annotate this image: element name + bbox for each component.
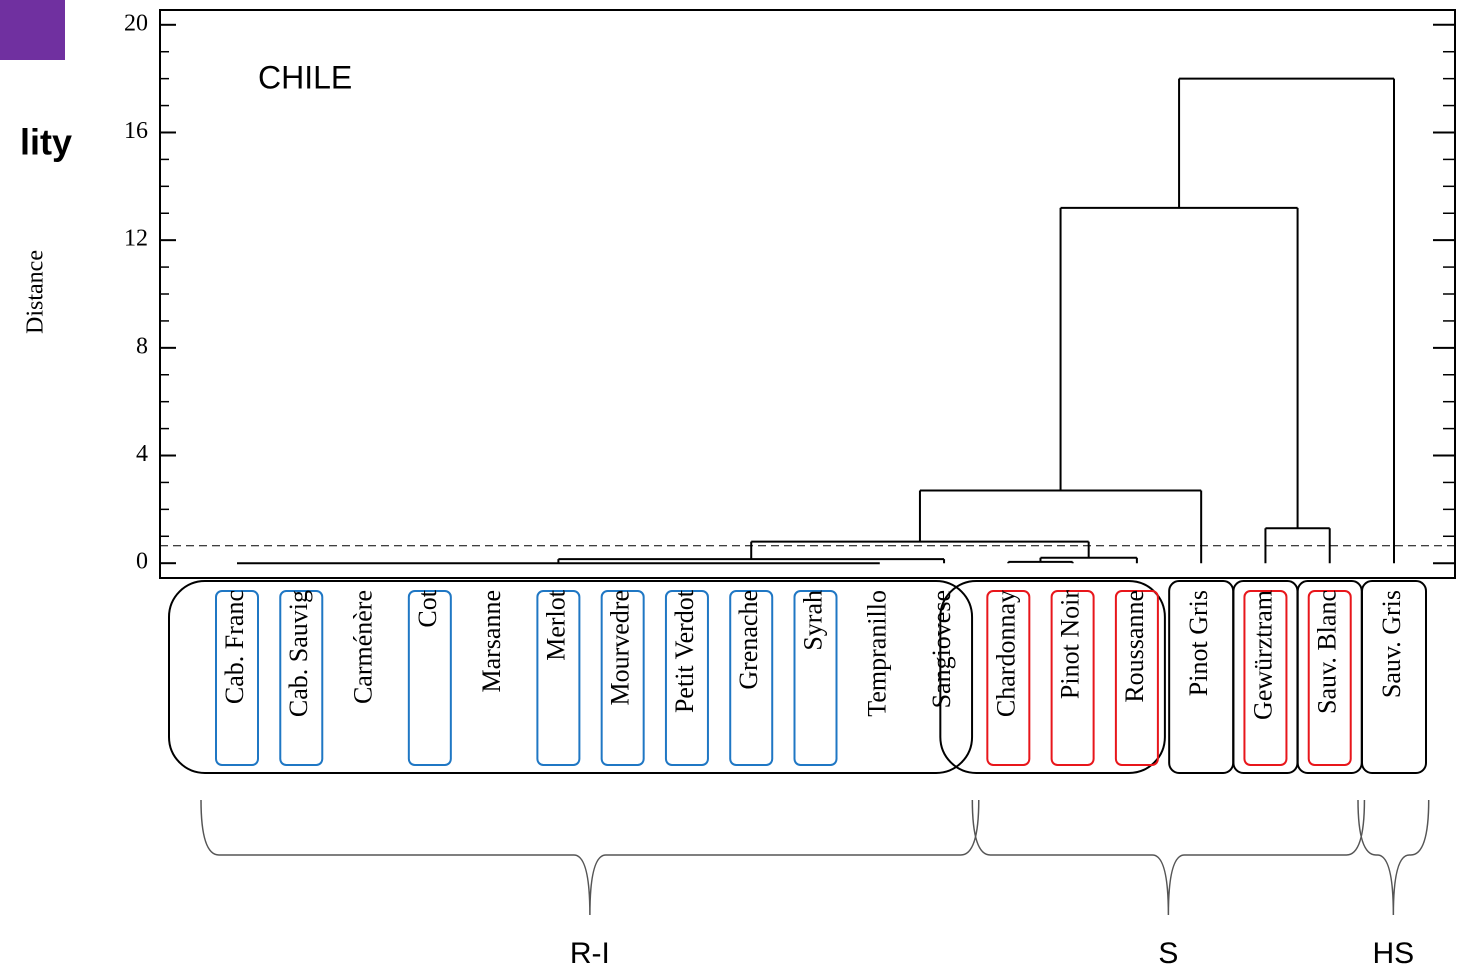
- dendrogram-link: [1059, 206, 1299, 529]
- leaf-label: Chardonnay: [991, 590, 1020, 717]
- y-tick-label: 12: [124, 226, 148, 252]
- dendrogram-link: [750, 540, 1090, 560]
- cluster-brace: [971, 799, 1366, 916]
- leaf-label: Sauv. Blanc: [1313, 590, 1342, 714]
- leaf-highlight: [1114, 590, 1159, 766]
- slide-accent: [0, 0, 65, 60]
- leaf-label: Marsanne: [477, 590, 506, 693]
- leaf-label: Petit Verdot: [670, 589, 699, 713]
- plot-frame: [159, 9, 1456, 579]
- leaf-label: Carménère: [349, 590, 378, 704]
- chart-title: CHILE: [258, 59, 352, 95]
- leaf-group-box: [1361, 580, 1427, 774]
- y-tick-label: 4: [136, 441, 148, 467]
- leaf-label: Gewürztram: [1248, 590, 1277, 720]
- leaf-label: Grenache: [734, 590, 763, 690]
- leaf-label: Pinot Gris: [1184, 590, 1213, 696]
- leaf-highlight: [664, 590, 709, 766]
- cluster-brace: [1357, 799, 1430, 916]
- leaf-highlight: [1050, 590, 1095, 766]
- leaf-highlight: [407, 590, 452, 766]
- leaf-highlight: [986, 590, 1031, 766]
- y-tick-label: 16: [124, 118, 148, 144]
- leaf-highlight: [600, 590, 645, 766]
- leaf-label: Tempranillo: [863, 590, 892, 717]
- y-axis-label: Distance: [23, 250, 49, 334]
- leaf-label: Merlot: [541, 589, 570, 661]
- cluster-label: R-I: [570, 937, 610, 970]
- leaf-label: Cab. Sauvig: [284, 590, 313, 717]
- leaf-group-box: [939, 580, 1166, 774]
- leaf-highlight: [279, 590, 324, 766]
- dendrogram-link: [1007, 560, 1074, 564]
- leaf-group-box: [168, 580, 974, 774]
- leaf-highlight: [1243, 590, 1288, 766]
- leaf-highlight: [215, 590, 259, 766]
- dendrogram-link: [918, 489, 1203, 564]
- slide-fragment: lity: [20, 122, 72, 163]
- leaf-highlight: [793, 590, 838, 766]
- cluster-label: S: [1158, 937, 1178, 970]
- cluster-brace: [200, 799, 980, 916]
- leaf-highlight: [729, 590, 774, 766]
- y-tick-label: 8: [136, 333, 148, 359]
- leaf-highlight: [1307, 590, 1352, 766]
- dendrogram-link: [1178, 77, 1395, 564]
- leaf-label: Cab. Franc: [220, 590, 249, 704]
- y-tick-label: 0: [136, 549, 148, 575]
- leaf-label: Syrah: [798, 590, 827, 651]
- y-tick-label: 20: [124, 10, 148, 36]
- leaf-highlight: [536, 590, 581, 766]
- leaf-label: Sangiovese: [927, 590, 956, 708]
- leaf-label: Cot: [413, 589, 442, 627]
- leaf-label: Roussanne: [1120, 590, 1149, 703]
- cluster-label: HS: [1373, 937, 1415, 970]
- leaf-label: Sauv. Gris: [1377, 590, 1406, 698]
- leaf-label: Pinot Noir: [1056, 590, 1085, 699]
- leaf-label: Mourvedre: [606, 590, 635, 706]
